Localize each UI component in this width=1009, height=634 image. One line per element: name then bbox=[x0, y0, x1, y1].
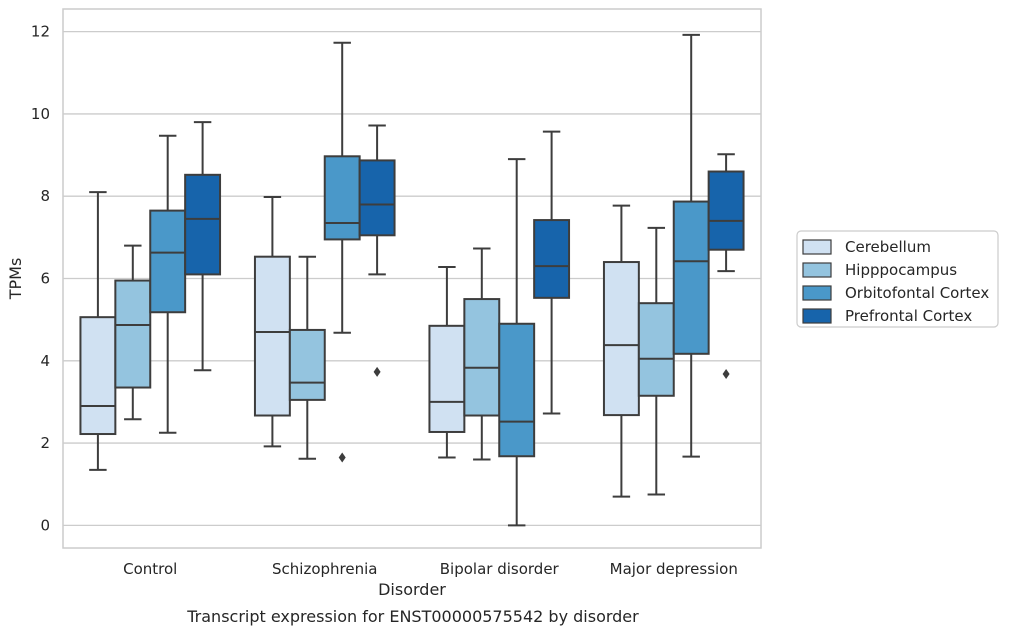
box-0-3 bbox=[184, 121, 222, 372]
chart-caption: Transcript expression for ENST0000057554… bbox=[186, 607, 639, 626]
box-1-3 bbox=[358, 124, 396, 377]
legend-item: Orbitofontal Cortex bbox=[802, 284, 989, 302]
box-3-0 bbox=[602, 204, 640, 498]
legend-label: Cerebellum bbox=[845, 238, 931, 256]
box-0-0 bbox=[79, 191, 117, 471]
box-body bbox=[428, 324, 466, 433]
box-body bbox=[79, 316, 117, 436]
legend: Cerebellum Hipppocampus Orbitofontal Corte… bbox=[796, 230, 999, 328]
y-tick-label: 12 bbox=[31, 23, 50, 41]
box-3-2 bbox=[672, 33, 710, 458]
box-1-1 bbox=[288, 255, 326, 460]
box-body bbox=[288, 328, 326, 401]
box-3-3 bbox=[707, 153, 745, 379]
box-body bbox=[149, 209, 187, 314]
y-tick-label: 8 bbox=[40, 187, 50, 205]
box-2-3 bbox=[533, 130, 571, 415]
y-tick-labels: 0 2 4 6 8 10 12 bbox=[31, 23, 50, 535]
y-tick-label: 10 bbox=[31, 105, 50, 123]
legend-swatch bbox=[802, 262, 832, 278]
x-tick-label: Schizophrenia bbox=[272, 560, 377, 578]
box-body bbox=[463, 298, 501, 417]
legend-label: Hipppocampus bbox=[845, 261, 957, 279]
box-0-2 bbox=[149, 134, 187, 434]
legend-item: Prefrontal Cortex bbox=[802, 307, 972, 325]
box-3-1 bbox=[637, 226, 675, 496]
y-tick-label: 6 bbox=[40, 270, 50, 288]
box-2-0 bbox=[428, 265, 466, 459]
outlier-point bbox=[373, 366, 381, 377]
box-body bbox=[323, 155, 361, 241]
legend-frame bbox=[796, 230, 999, 328]
legend-swatch bbox=[802, 308, 832, 324]
box-body bbox=[358, 159, 396, 237]
box-2-2 bbox=[498, 158, 536, 527]
box-body bbox=[253, 255, 291, 417]
x-tick-labels: Control Schizophrenia Bipolar disorder Majo… bbox=[123, 560, 738, 578]
box-body bbox=[707, 170, 745, 251]
box-body bbox=[637, 302, 675, 397]
box-body bbox=[672, 200, 710, 355]
box-body bbox=[184, 173, 222, 276]
outlier-point bbox=[722, 368, 730, 379]
x-axis-label: Disorder bbox=[378, 580, 446, 599]
x-tick-label: Bipolar disorder bbox=[440, 560, 560, 578]
y-tick-label: 0 bbox=[40, 516, 50, 534]
box-body bbox=[533, 219, 571, 299]
legend-swatch bbox=[802, 239, 832, 255]
box-body bbox=[602, 261, 640, 417]
legend-label: Prefrontal Cortex bbox=[845, 307, 972, 325]
legend-item: Cerebellum bbox=[802, 238, 931, 256]
plot-frame bbox=[62, 8, 762, 549]
y-axis-label: TPMs bbox=[6, 258, 25, 301]
x-tick-label: Control bbox=[123, 560, 177, 578]
box-body bbox=[114, 279, 152, 389]
y-tick-label: 4 bbox=[40, 352, 50, 370]
box-1-0 bbox=[253, 196, 291, 448]
box-1-2 bbox=[323, 41, 361, 463]
legend-item: Hipppocampus bbox=[802, 261, 957, 279]
y-tick-label: 2 bbox=[40, 434, 50, 452]
outlier-point bbox=[338, 452, 346, 463]
legend-label: Orbitofontal Cortex bbox=[845, 284, 989, 302]
box-groups bbox=[79, 33, 745, 527]
box-2-1 bbox=[463, 247, 501, 461]
box-body bbox=[498, 322, 536, 458]
x-tick-label: Major depression bbox=[610, 560, 738, 578]
legend-swatch bbox=[802, 285, 832, 301]
box-0-1 bbox=[114, 244, 152, 421]
